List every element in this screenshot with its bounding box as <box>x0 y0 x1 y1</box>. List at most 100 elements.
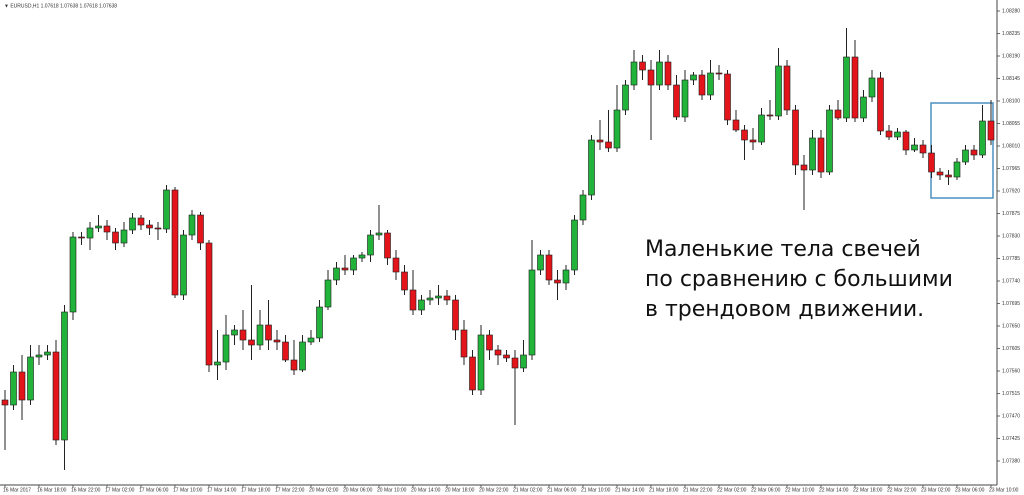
candle-body <box>469 356 476 391</box>
y-tick-label: 1.07380 <box>1002 458 1020 464</box>
candle-body <box>477 334 485 391</box>
candle-body <box>180 234 187 296</box>
x-tick-label: 22 Mar 22:00 <box>887 487 917 493</box>
annotation-line: в трендовом движении. <box>645 297 924 322</box>
candle-body <box>690 74 697 81</box>
candle-body <box>384 232 391 259</box>
candle-body <box>945 174 952 178</box>
candles <box>1 28 995 470</box>
candle-body <box>868 77 876 98</box>
x-tick-label: 20 Mar 22:00 <box>479 487 509 493</box>
candle-body <box>511 357 519 369</box>
y-tick-label: 1.08280 <box>1002 8 1020 14</box>
x-tick-label: 23 Mar 06:00 <box>955 487 985 493</box>
x-tick-label: 21 Mar 02:00 <box>513 487 543 493</box>
x-tick-label: 17 Mar 22:00 <box>275 487 305 493</box>
x-tick-label: 16 Mar 2017 <box>3 487 31 493</box>
candle-body <box>826 109 833 173</box>
candle-body <box>290 359 298 371</box>
candle-body <box>707 72 714 96</box>
y-tick-label: 1.07830 <box>1002 233 1020 239</box>
candle-body <box>758 114 765 143</box>
candle-body <box>18 371 26 401</box>
candle-body <box>112 231 119 244</box>
x-tick-label: 20 Mar 02:00 <box>309 487 339 493</box>
candle-body <box>834 109 842 119</box>
candle-body <box>222 334 230 363</box>
candle-body <box>460 329 468 358</box>
candle-body <box>664 61 672 86</box>
candle-body <box>911 144 918 151</box>
candle-body <box>1 399 9 406</box>
x-tick-label: 17 Mar 06:00 <box>139 487 169 493</box>
candle-body <box>494 349 502 356</box>
candle-body <box>443 295 451 301</box>
candle-body <box>307 337 315 343</box>
candle-body <box>10 371 17 406</box>
candle-body <box>953 161 961 178</box>
candle-body <box>129 217 136 231</box>
candle-body <box>282 341 289 361</box>
candle-body <box>205 242 213 366</box>
candle-body <box>562 269 570 284</box>
candle-body <box>545 254 553 281</box>
candle-body <box>613 109 621 149</box>
candle-body <box>792 109 799 166</box>
candle-body <box>52 351 60 441</box>
candle-body <box>120 229 128 244</box>
candle-body <box>554 279 561 284</box>
x-tick-label: 22 Mar 10:00 <box>785 487 815 493</box>
candle-body <box>962 149 969 163</box>
y-tick-label: 1.07920 <box>1002 188 1020 194</box>
candle-body <box>418 299 425 311</box>
candle-body <box>409 289 417 311</box>
candle-body <box>987 120 995 141</box>
candle-body <box>239 329 247 341</box>
annotation-line: Маленькие тела свечей <box>645 237 921 262</box>
candle-body <box>894 131 901 138</box>
candle-body <box>146 224 153 229</box>
candle-body <box>902 131 910 151</box>
candle-body <box>231 329 238 336</box>
candle-body <box>588 139 595 196</box>
x-tick-label: 21 Mar 06:00 <box>547 487 577 493</box>
candle-body <box>630 61 638 86</box>
candle-body <box>248 339 255 346</box>
candle-body <box>137 217 145 226</box>
candle-body <box>741 129 748 141</box>
y-tick-label: 1.08100 <box>1002 98 1020 104</box>
candle-body <box>860 96 867 119</box>
x-tick-label: 22 Mar 06:00 <box>751 487 781 493</box>
annotation-line: по сравнению с большими <box>645 267 953 292</box>
candle-body <box>256 324 264 346</box>
candle-body <box>715 72 723 75</box>
x-tick-label: 21 Mar 10:00 <box>581 487 611 493</box>
y-tick-label: 1.07650 <box>1002 323 1020 329</box>
x-tick-label: 17 Mar 18:00 <box>241 487 271 493</box>
candle-body <box>375 232 383 236</box>
candle-body <box>503 354 510 359</box>
candle-body <box>435 295 442 299</box>
candle-body <box>724 73 731 121</box>
candle-body <box>333 267 340 281</box>
candle-body <box>528 269 536 356</box>
x-tick-label: 22 Mar 18:00 <box>853 487 883 493</box>
x-tick-label: 17 Mar 14:00 <box>207 487 237 493</box>
x-tick-label: 22 Mar 02:00 <box>717 487 747 493</box>
candle-body <box>579 194 587 221</box>
y-tick-label: 1.07515 <box>1002 391 1020 397</box>
candle-body <box>324 279 332 308</box>
candle-body <box>265 324 272 341</box>
candle-body <box>358 254 366 259</box>
candle-body <box>885 130 893 138</box>
x-tick-label: 17 Mar 02:00 <box>105 487 135 493</box>
candle-body <box>103 225 111 233</box>
candle-body <box>341 267 349 271</box>
y-tick-label: 1.07740 <box>1002 278 1020 284</box>
y-tick-label: 1.07560 <box>1002 368 1020 374</box>
candle-body <box>673 84 680 118</box>
candle-body <box>775 65 782 117</box>
x-tick-label: 16 Mar 18:00 <box>37 487 67 493</box>
candle-body <box>69 236 77 313</box>
